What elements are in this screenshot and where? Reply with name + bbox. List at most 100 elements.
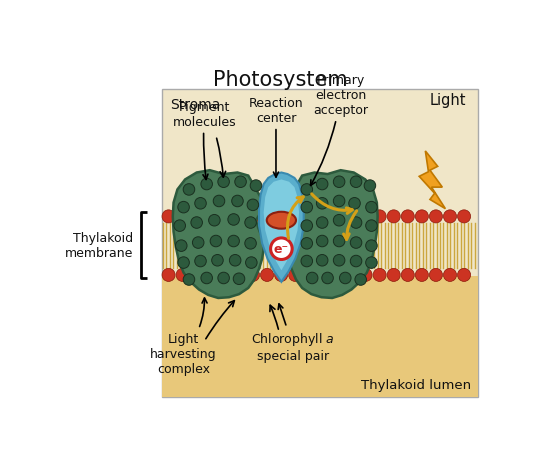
Circle shape: [334, 215, 345, 226]
Polygon shape: [173, 171, 270, 298]
Circle shape: [271, 238, 292, 260]
Circle shape: [218, 269, 232, 282]
Circle shape: [176, 210, 189, 224]
Polygon shape: [259, 173, 304, 282]
Circle shape: [162, 210, 175, 224]
Circle shape: [316, 179, 328, 190]
Circle shape: [195, 198, 206, 210]
Circle shape: [162, 269, 175, 282]
Circle shape: [246, 257, 257, 269]
Circle shape: [334, 255, 345, 267]
Circle shape: [322, 273, 334, 284]
Circle shape: [334, 176, 345, 188]
Ellipse shape: [267, 213, 296, 229]
Circle shape: [218, 210, 232, 224]
Circle shape: [233, 210, 246, 224]
Circle shape: [275, 210, 288, 224]
Circle shape: [183, 274, 195, 286]
Circle shape: [416, 269, 429, 282]
Circle shape: [331, 269, 344, 282]
Text: Photosystem: Photosystem: [212, 69, 347, 89]
Circle shape: [228, 236, 239, 247]
Circle shape: [192, 237, 204, 249]
Circle shape: [209, 215, 220, 226]
Circle shape: [401, 210, 414, 224]
Text: Thylakoid
membrane: Thylakoid membrane: [64, 232, 133, 259]
Circle shape: [175, 240, 187, 252]
Circle shape: [190, 269, 203, 282]
Circle shape: [317, 269, 330, 282]
Circle shape: [178, 202, 189, 213]
Circle shape: [364, 181, 376, 192]
Polygon shape: [281, 171, 378, 298]
Circle shape: [260, 269, 274, 282]
Circle shape: [210, 236, 222, 247]
Circle shape: [183, 184, 195, 196]
Circle shape: [190, 210, 203, 224]
Circle shape: [443, 210, 456, 224]
Circle shape: [351, 217, 362, 229]
Bar: [162, 277, 478, 397]
Circle shape: [229, 255, 241, 267]
Circle shape: [458, 210, 471, 224]
Circle shape: [359, 210, 372, 224]
Text: Chlorophyll $a$
special pair: Chlorophyll $a$ special pair: [251, 304, 335, 363]
Circle shape: [204, 210, 217, 224]
Circle shape: [334, 236, 345, 247]
Circle shape: [351, 237, 362, 249]
Polygon shape: [264, 180, 299, 271]
Circle shape: [275, 269, 288, 282]
Circle shape: [301, 238, 312, 250]
Circle shape: [174, 220, 186, 232]
Circle shape: [316, 198, 328, 210]
Circle shape: [191, 217, 203, 229]
Circle shape: [334, 196, 345, 207]
Circle shape: [373, 269, 386, 282]
Circle shape: [260, 210, 274, 224]
Circle shape: [233, 269, 246, 282]
Circle shape: [201, 179, 212, 190]
Circle shape: [429, 269, 442, 282]
Circle shape: [176, 269, 189, 282]
Circle shape: [232, 196, 244, 207]
Circle shape: [458, 269, 471, 282]
Circle shape: [204, 269, 217, 282]
Text: Stroma: Stroma: [170, 98, 220, 112]
Circle shape: [401, 269, 414, 282]
Circle shape: [387, 210, 400, 224]
Polygon shape: [419, 151, 446, 209]
Text: Pigment
molecules: Pigment molecules: [173, 100, 236, 180]
Circle shape: [366, 240, 377, 252]
Circle shape: [289, 210, 302, 224]
Circle shape: [366, 220, 377, 232]
Circle shape: [233, 273, 245, 285]
Circle shape: [246, 210, 259, 224]
Circle shape: [316, 236, 328, 247]
Circle shape: [301, 202, 312, 213]
Circle shape: [306, 273, 318, 284]
Circle shape: [289, 269, 302, 282]
Circle shape: [316, 217, 328, 229]
Text: Light: Light: [430, 93, 466, 108]
Circle shape: [213, 196, 225, 207]
Circle shape: [355, 274, 366, 286]
Circle shape: [443, 269, 456, 282]
Circle shape: [301, 184, 312, 196]
Circle shape: [351, 256, 362, 267]
Circle shape: [195, 256, 206, 267]
Circle shape: [212, 255, 223, 267]
Circle shape: [429, 210, 442, 224]
Circle shape: [218, 273, 229, 284]
Bar: [162, 90, 478, 397]
Circle shape: [331, 210, 344, 224]
Circle shape: [317, 210, 330, 224]
Circle shape: [201, 273, 212, 284]
Circle shape: [178, 257, 189, 269]
Circle shape: [250, 181, 262, 192]
Circle shape: [387, 269, 400, 282]
Circle shape: [373, 210, 386, 224]
Circle shape: [235, 176, 246, 188]
Circle shape: [359, 269, 372, 282]
Circle shape: [246, 269, 259, 282]
Circle shape: [366, 257, 377, 269]
